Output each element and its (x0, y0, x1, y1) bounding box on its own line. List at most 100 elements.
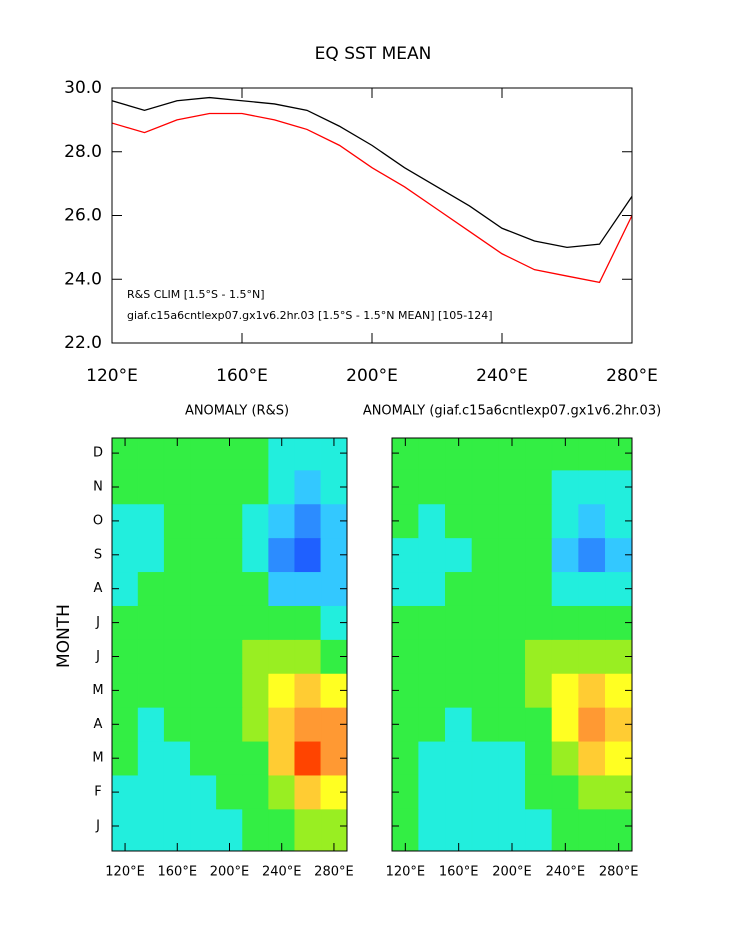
contour-cell (112, 537, 139, 573)
contour-cell (498, 673, 526, 708)
contour-cell (418, 774, 446, 810)
contour-cell (163, 740, 191, 776)
contour-cell (445, 673, 473, 708)
y-tick-label: M (92, 751, 103, 766)
contour-cell (242, 707, 269, 742)
contour-cell (137, 571, 165, 606)
contour-cell (112, 503, 139, 539)
contour-cell (418, 707, 446, 742)
legend-label: giaf.c15a6cntlexp07.gx1v6.2hr.03 [1.5°S … (127, 309, 493, 322)
contour-cell (216, 774, 243, 810)
panel-title: ANOMALY (R&S) (185, 404, 289, 419)
contour-cell (578, 605, 606, 640)
contour-cell (471, 469, 499, 505)
contour-cell (498, 571, 526, 606)
contour-cell (418, 605, 446, 640)
contour-cell (137, 503, 165, 539)
contour-cell (551, 774, 579, 810)
x-tick-label: 120°E (105, 865, 145, 880)
contour-cell (190, 740, 217, 776)
contour-cell (190, 605, 217, 640)
contour-cell (551, 537, 579, 573)
x-tick-label: 240°E (546, 865, 586, 880)
contour-cell (137, 808, 165, 851)
contour-cell (268, 537, 296, 573)
contour-cell (242, 639, 269, 674)
contour-cell (137, 605, 165, 640)
contour-cell (242, 774, 269, 810)
plot-frame (111, 87, 633, 344)
contour-cell (190, 774, 217, 810)
contour-cell (216, 537, 243, 573)
contour-cell (471, 438, 499, 471)
x-tick-label: 200°E (210, 865, 250, 880)
x-tick-label: 200°E (492, 865, 532, 880)
contour-cell (445, 571, 473, 606)
contour-cell (137, 673, 165, 708)
contour-cell (578, 673, 606, 708)
contour-cell (294, 605, 322, 640)
x-tick-label: 160°E (216, 366, 268, 386)
contour-cell (525, 537, 553, 573)
contour-cell (418, 503, 446, 539)
contour-cell (498, 707, 526, 742)
contour-cell (445, 605, 473, 640)
contour-cell (242, 503, 269, 539)
contour-cell (190, 707, 217, 742)
x-tick-label: 120°E (386, 865, 426, 880)
y-tick-label: A (94, 717, 103, 732)
contour-cell (525, 774, 553, 810)
contour-cell (242, 438, 269, 471)
y-tick-label: A (94, 581, 103, 596)
contour-cell (418, 469, 446, 505)
y-tick-label: N (93, 480, 103, 495)
contour-cell (551, 740, 579, 776)
series-line (111, 96, 633, 249)
contour-cell (551, 605, 579, 640)
contour-cell (294, 707, 322, 742)
contour-cell (445, 469, 473, 505)
legend-label: R&S CLIM [1.5°S - 1.5°N] (127, 288, 264, 301)
x-tick-label: 160°E (158, 865, 198, 880)
x-tick-label: 280°E (599, 865, 639, 880)
contour-cell (525, 673, 553, 708)
contour-cell (551, 673, 579, 708)
contour-cell (551, 469, 579, 505)
contour-cell (268, 469, 296, 505)
series-line (111, 112, 633, 284)
contour-cell (445, 438, 473, 471)
contour-cell (268, 571, 296, 606)
y-tick-label: 22.0 (64, 333, 102, 353)
contour-cell (551, 707, 579, 742)
contour-cell (294, 673, 322, 708)
contour-cell (137, 469, 165, 505)
contour-field (112, 438, 347, 851)
contour-cell (471, 673, 499, 708)
contour-cell (525, 639, 553, 674)
contour-cell (242, 605, 269, 640)
contour-cell (418, 639, 446, 674)
plot-frame (111, 437, 348, 852)
y-axis-label: MONTH (54, 604, 74, 668)
contour-cell (471, 740, 499, 776)
contour-cell (294, 571, 322, 606)
contour-cell (578, 639, 606, 674)
contour-cell (137, 774, 165, 810)
contour-cell (551, 639, 579, 674)
contour-cell (471, 571, 499, 606)
contour-cell (294, 808, 322, 851)
contour-cell (578, 438, 606, 471)
contour-cell (163, 673, 191, 708)
contour-cell (471, 808, 499, 851)
contour-cell (163, 605, 191, 640)
y-tick-label: F (94, 785, 101, 800)
contour-cell (578, 571, 606, 606)
contour-cell (418, 571, 446, 606)
contour-cell (578, 740, 606, 776)
contour-cell (445, 639, 473, 674)
contour-cell (578, 469, 606, 505)
contour-cell (163, 503, 191, 539)
contour-cell (137, 537, 165, 573)
